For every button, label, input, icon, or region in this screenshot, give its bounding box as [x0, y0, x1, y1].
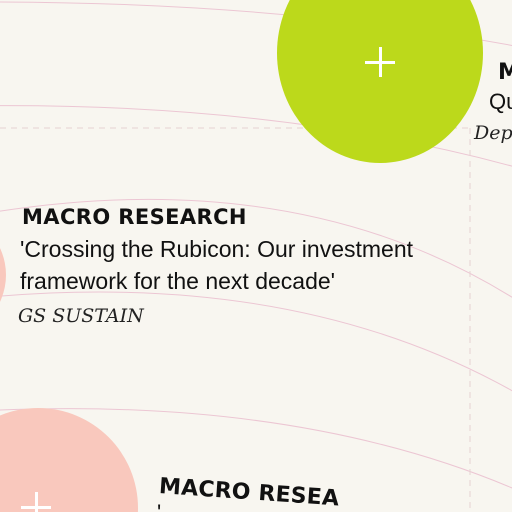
plus-icon[interactable]	[21, 492, 51, 512]
plus-icon[interactable]	[365, 47, 395, 77]
card-source: Dep	[474, 122, 512, 144]
card-title: '	[157, 500, 161, 512]
card-title: 'Crossing the Rubicon: Our investment	[20, 236, 414, 262]
card-image-circle[interactable]	[0, 212, 6, 338]
arc-line	[0, 198, 512, 298]
card-source: GS SUSTAIN	[18, 305, 144, 327]
card-title: framework for the next decade'	[20, 268, 336, 294]
arc-line	[0, 105, 512, 167]
arc-line	[0, 291, 512, 392]
arc-line	[0, 408, 512, 489]
card-title: Qu	[489, 89, 512, 114]
card-kicker: M	[498, 60, 512, 85]
card-kicker: MACRO RESEARCH	[22, 205, 247, 229]
arc-line	[0, 1, 512, 46]
